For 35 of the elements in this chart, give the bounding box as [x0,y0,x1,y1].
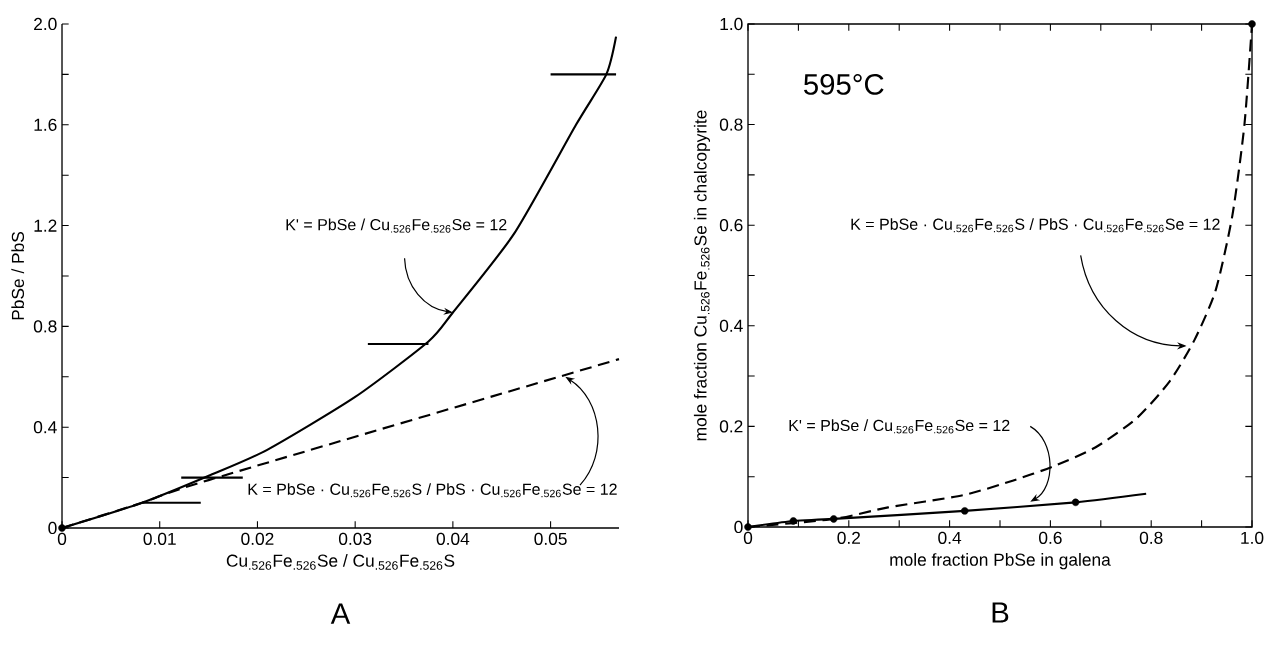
y-tick-label: 0 [48,521,57,535]
text: A [330,603,351,624]
x-tick-label: 0.2 [837,531,860,544]
y-axis-title: PbSe / PbS [11,231,25,320]
y-tick-label: 0.4 [33,421,57,434]
text: K = PbSe · Cu$_{.526}$Fe$_{.526}$S / PbS · Cu$_{.526}$Fe$_{.526}$Se = 12 [248,483,617,498]
annotation: K' = PbSe / Cu$_{.526}$Fe$_{.526}$Se = 12 [286,218,507,233]
text: Cu$_{.526}$Fe$_{.526}$Se / Cu$_{.526}$Fe$_{.526}$S [226,554,455,570]
x-tick-label: 0.4 [938,531,962,544]
y-tick-label: 0.8 [33,320,57,333]
x-tick-label: 0.05 [534,532,567,545]
y-axis-title: mole fraction Cu$_{.526}$Fe$_{.526}$Se in chalcopyrite [693,110,711,441]
y-tick-label: 0.8 [719,118,743,131]
y-tick-label: 0.2 [719,420,743,433]
x-tick-label: 0.01 [143,532,176,545]
y-tick-label: 1.6 [34,118,57,131]
x-axis-title: mole fraction PbSe in galena [890,553,1111,570]
x-tick-label: 0.04 [436,532,470,545]
y-tick-label: 2.0 [34,17,57,31]
annotation: K' = PbSe / Cu$_{.526}$Fe$_{.526}$Se = 12 [789,419,1010,434]
y-tick-label: 1.2 [34,219,57,232]
y-tick-label: 0 [734,520,743,534]
x-tick-label: 0.03 [338,532,372,545]
x-tick-label: 1.0 [1241,531,1264,544]
text: K = PbSe · Cu$_{.526}$Fe$_{.526}$S / PbS · Cu$_{.526}$Fe$_{.526}$Se = 12 [851,218,1220,233]
y-tick-label: 1.0 [720,17,743,31]
x-tick-label: 0.02 [241,532,274,545]
x-tick-label: 0.8 [1139,531,1163,544]
x-tick-label: 0 [743,531,753,544]
x-tick-label: 0.6 [1039,531,1062,544]
y-tick-label: 0.4 [719,319,743,332]
annotation: 595°C [804,73,884,95]
x-tick-label: 0 [57,532,67,545]
y-tick-label: 0.6 [719,219,743,232]
text: B [992,602,1009,623]
